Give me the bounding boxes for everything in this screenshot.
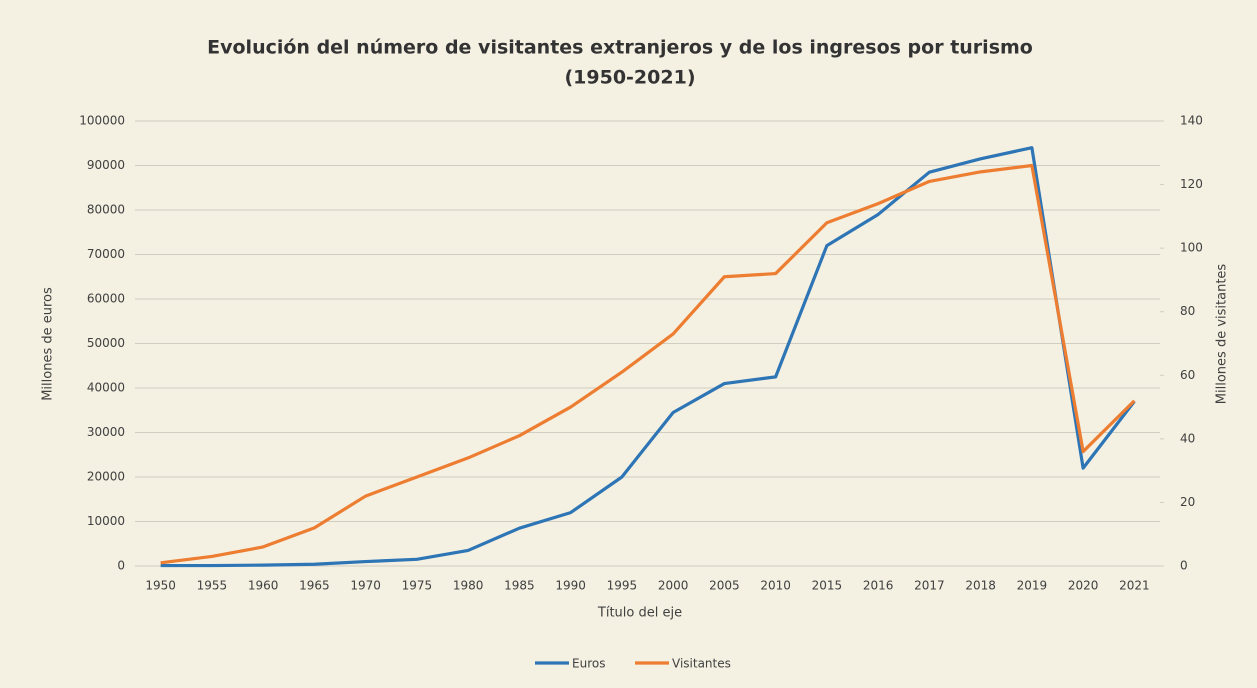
y-tick-label: 50000 [87, 336, 125, 350]
x-tick-label: 2019 [1017, 579, 1048, 593]
y-axis-title: Millones de euros [41, 287, 56, 401]
y2-tick-label: 100 [1180, 241, 1203, 255]
x-tick-label: 2000 [658, 579, 689, 593]
y-tick-label: 80000 [87, 203, 125, 217]
y-tick-label: 10000 [87, 514, 125, 528]
series-line [160, 163, 1136, 565]
chart-title: Evolución del número de visitantes extra… [207, 37, 1033, 59]
x-tick-label: 1975 [402, 579, 433, 593]
y2-tick-label: 120 [1180, 177, 1203, 191]
y2-axis-title: Millones de visitantes [1215, 264, 1230, 405]
y-tick-label: 90000 [87, 158, 125, 172]
y2-tick-label: 20 [1180, 495, 1195, 509]
x-tick-label: 2017 [914, 579, 945, 593]
y2-tick-label: 60 [1180, 368, 1195, 382]
x-tick-label: 1950 [145, 579, 176, 593]
y-tick-label: 30000 [87, 425, 125, 439]
y2-tick-label: 140 [1180, 114, 1203, 128]
series-line [160, 146, 1136, 568]
x-tick-label: 1995 [607, 579, 638, 593]
y2-tick-label: 80 [1180, 304, 1195, 318]
x-tick-label: 2015 [812, 579, 843, 593]
y2-tick-label: 0 [1180, 559, 1188, 573]
legend-label: Euros [572, 657, 605, 671]
y-tick-label: 0 [117, 559, 125, 573]
x-tick-label: 1985 [504, 579, 535, 593]
chart-title: (1950-2021) [564, 67, 695, 89]
x-tick-label: 2021 [1119, 579, 1150, 593]
x-tick-label: 1970 [350, 579, 381, 593]
x-tick-label: 1955 [197, 579, 228, 593]
x-tick-label: 2016 [863, 579, 894, 593]
x-tick-label: 2005 [709, 579, 740, 593]
x-tick-label: 2010 [760, 579, 791, 593]
y-tick-label: 70000 [87, 247, 125, 261]
y-tick-label: 20000 [87, 470, 125, 484]
x-tick-label: 2018 [965, 579, 996, 593]
y-tick-label: 60000 [87, 292, 125, 306]
x-tick-label: 1965 [299, 579, 330, 593]
legend-label: Visitantes [672, 657, 731, 671]
y-tick-label: 40000 [87, 381, 125, 395]
y2-tick-label: 40 [1180, 431, 1195, 445]
x-tick-label: 1990 [555, 579, 586, 593]
x-tick-label: 1960 [248, 579, 279, 593]
x-tick-label: 2020 [1068, 579, 1099, 593]
x-axis-title: Título del eje [597, 606, 682, 621]
x-tick-label: 1980 [453, 579, 484, 593]
y-tick-label: 100000 [79, 114, 125, 128]
